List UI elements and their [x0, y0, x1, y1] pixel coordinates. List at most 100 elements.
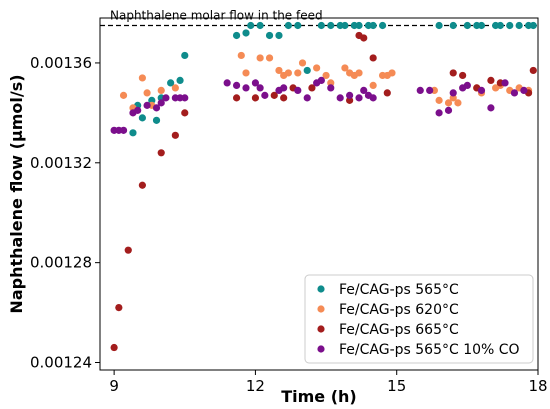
data-point-series-2 [341, 64, 349, 72]
data-point-series-4 [256, 84, 264, 92]
data-point-series-4 [520, 86, 528, 94]
data-point-series-4 [242, 84, 250, 92]
data-point-series-4 [336, 94, 344, 102]
data-point-series-2 [444, 99, 453, 107]
data-point-series-4 [477, 86, 486, 94]
data-point-series-2 [435, 96, 443, 104]
data-point-series-3 [124, 246, 132, 254]
data-point-series-4 [346, 91, 354, 99]
data-point-series-2 [119, 91, 128, 99]
x-tick-label: 9 [109, 377, 119, 395]
data-point-series-4 [416, 86, 424, 94]
data-point-series-4 [444, 106, 453, 114]
data-point-series-1 [463, 21, 471, 30]
data-point-series-3 [280, 94, 288, 102]
data-point-series-4 [501, 79, 509, 87]
data-point-series-4 [435, 109, 443, 117]
legend-label: Fe/CAG-ps 565°C 10% CO [339, 342, 520, 358]
legend-marker [317, 325, 325, 333]
data-point-series-2 [298, 59, 307, 67]
data-point-series-1 [129, 129, 137, 137]
data-point-series-4 [223, 79, 231, 87]
x-tick-label: 18 [528, 377, 547, 395]
plot-frame [99, 17, 539, 371]
data-point-series-1 [435, 21, 443, 30]
x-tick-label: 15 [387, 377, 406, 395]
data-point-series-4 [119, 126, 128, 134]
data-point-series-1 [355, 21, 363, 30]
data-point-series-4 [360, 86, 368, 94]
data-point-series-4 [449, 89, 457, 97]
data-point-series-1 [181, 51, 189, 60]
legend-marker [317, 285, 325, 293]
data-point-series-1 [148, 96, 156, 104]
data-point-series-1 [242, 29, 250, 37]
data-point-series-3 [232, 94, 241, 102]
y-tick-label: 0.00128 [30, 254, 92, 272]
data-point-series-1 [341, 21, 349, 30]
data-point-series-2 [327, 79, 335, 87]
data-point-series-4 [251, 79, 260, 87]
data-point-series-4 [294, 86, 302, 94]
data-point-series-2 [369, 81, 377, 90]
data-point-series-1 [327, 21, 335, 30]
data-point-series-1 [256, 21, 264, 30]
data-point-series-4 [355, 94, 363, 102]
data-point-series-2 [256, 54, 264, 62]
data-point-series-3 [110, 343, 118, 352]
data-point-series-1 [138, 114, 146, 122]
data-point-series-1 [515, 21, 523, 30]
y-axis-title: Naphthalene flow (μmol/s) [7, 74, 26, 313]
data-point-series-4 [303, 94, 311, 102]
data-point-series-4 [261, 91, 269, 99]
data-point-series-1 [378, 21, 387, 30]
data-point-series-1 [303, 66, 311, 75]
x-axis-title: Time (h) [281, 387, 357, 406]
data-point-series-4 [143, 101, 151, 109]
data-point-series-3 [270, 91, 278, 99]
legend-box [304, 274, 534, 364]
data-point-series-4 [487, 104, 495, 112]
data-point-series-1 [317, 21, 325, 30]
data-point-series-3 [308, 84, 316, 92]
data-point-series-2 [171, 84, 179, 92]
data-point-series-3 [115, 303, 123, 312]
data-point-series-1 [265, 31, 274, 40]
data-point-series-3 [181, 109, 189, 117]
data-point-series-2 [157, 86, 165, 94]
data-points-group [110, 21, 537, 352]
data-point-series-3 [360, 34, 368, 42]
data-point-series-3 [383, 89, 391, 97]
data-point-series-4 [327, 84, 335, 92]
legend: Fe/CAG-ps 565°C Fe/CAG-ps 620°C Fe/CAG-ps … [304, 274, 534, 364]
y-tick-label: 0.00124 [30, 354, 92, 372]
axis-ticks-group: 9 12 15 18 0.00124 0.00128 0.00132 0.00136 [30, 54, 548, 395]
data-point-series-2 [143, 89, 151, 97]
data-point-series-1 [369, 21, 377, 30]
data-point-series-3 [449, 69, 457, 77]
data-point-series-1 [247, 21, 255, 30]
legend-label: Fe/CAG-ps 665°C [339, 322, 459, 338]
data-point-series-2 [454, 99, 462, 107]
data-point-series-4 [134, 106, 142, 114]
data-point-series-3 [157, 149, 165, 157]
data-point-series-2 [265, 54, 274, 62]
data-point-series-1 [449, 21, 457, 30]
data-point-series-4 [369, 94, 377, 102]
data-point-series-2 [237, 51, 245, 60]
data-point-series-1 [167, 79, 175, 87]
data-point-series-1 [477, 21, 486, 30]
data-point-series-3 [369, 54, 377, 62]
data-point-series-1 [275, 31, 283, 40]
data-point-series-2 [388, 69, 396, 77]
data-point-series-1 [232, 31, 241, 40]
legend-label: Fe/CAG-ps 565°C [339, 282, 459, 298]
data-point-series-2 [242, 69, 250, 77]
data-point-series-4 [181, 94, 189, 102]
data-point-series-1 [506, 21, 514, 30]
data-point-series-4 [317, 76, 325, 85]
data-point-series-4 [426, 86, 434, 94]
data-point-series-2 [313, 64, 321, 72]
data-point-series-4 [162, 94, 170, 102]
